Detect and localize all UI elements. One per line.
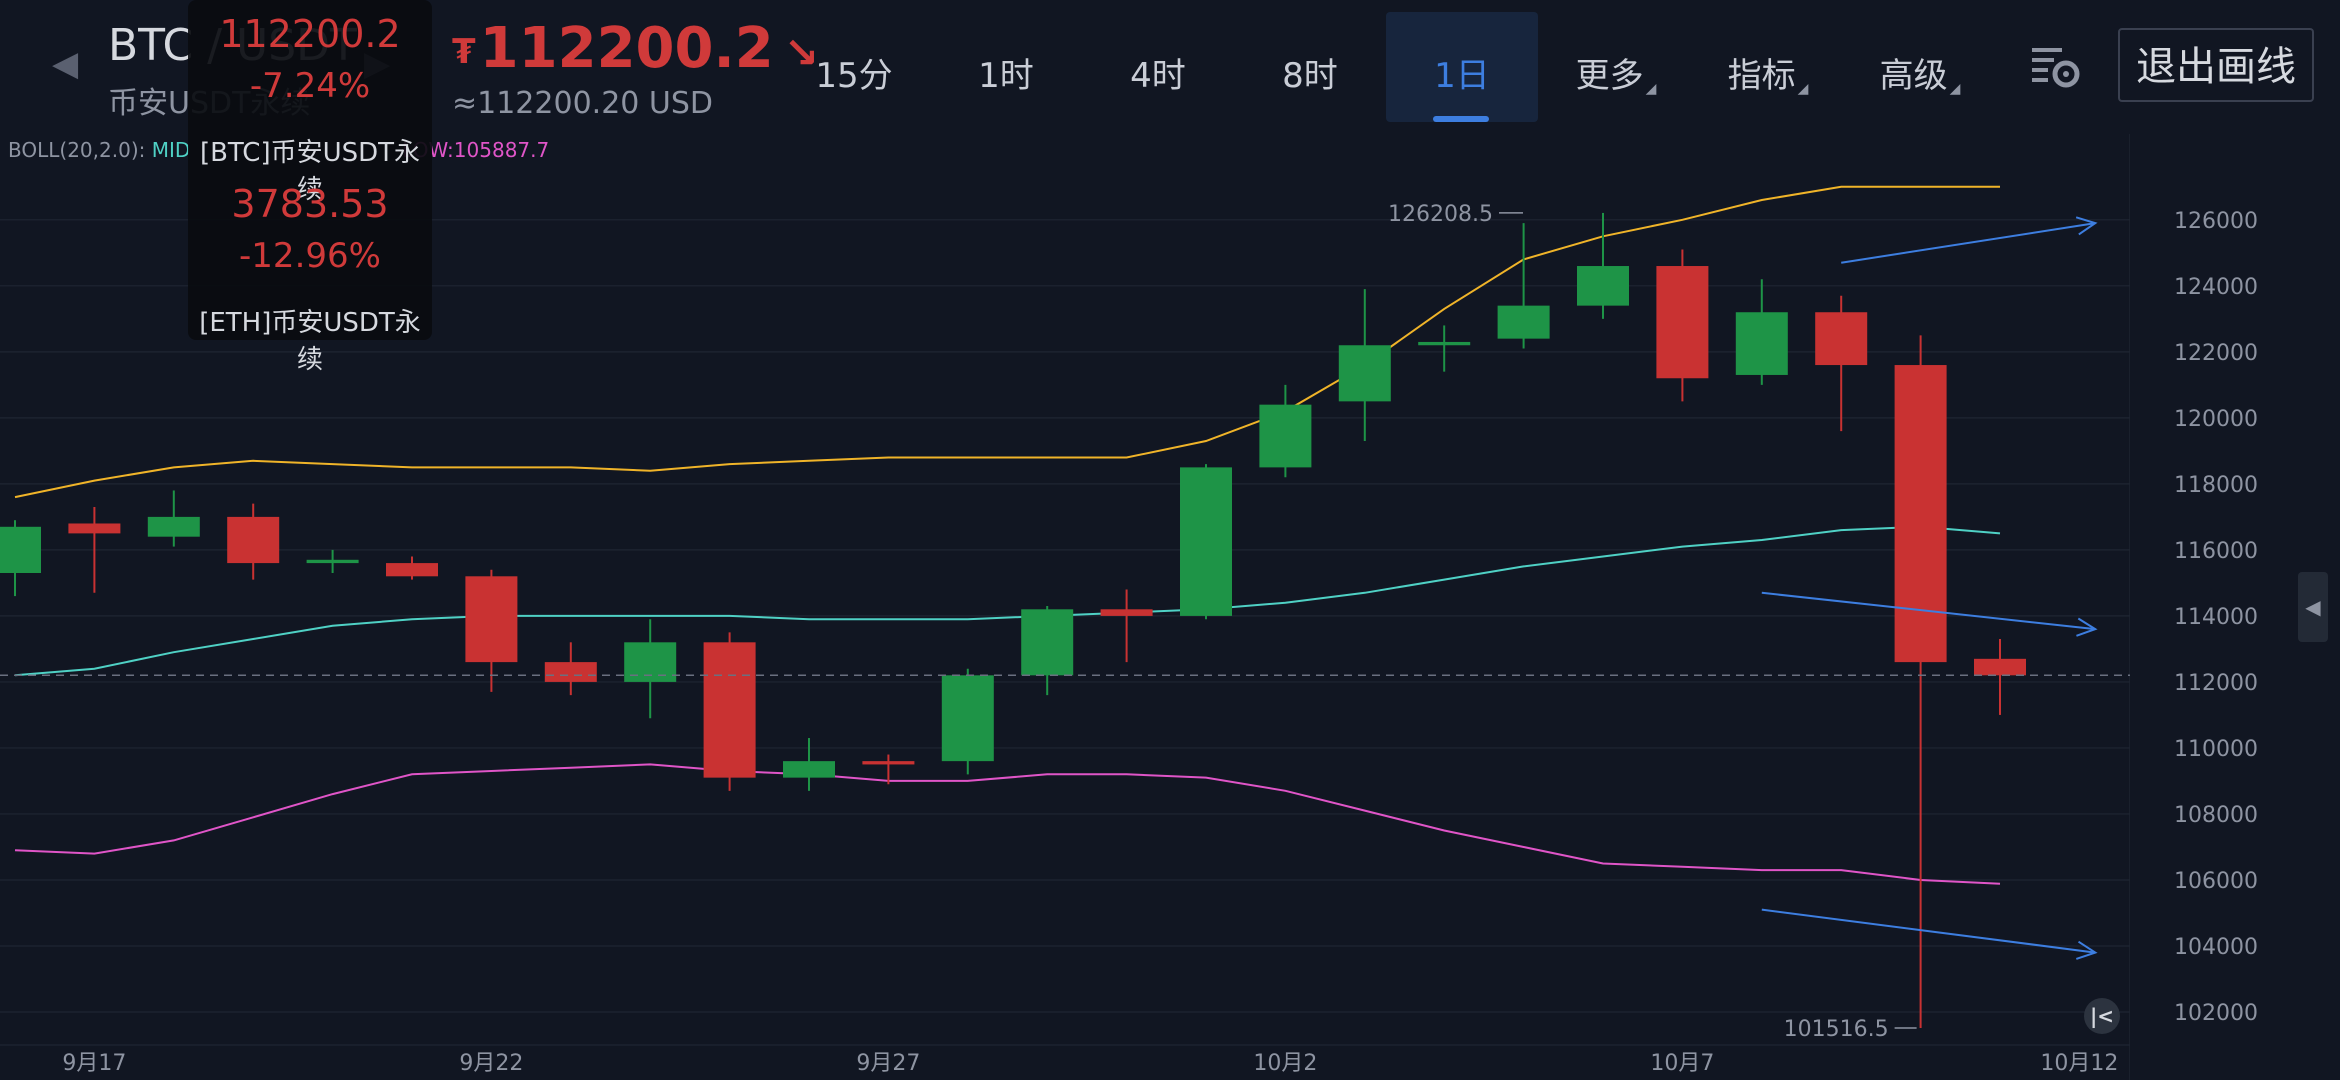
candle-body-up (306, 559, 359, 564)
candles (0, 212, 2026, 1028)
btc-market-name[interactable]: [BTC]币安USDT永续 (199, 138, 421, 205)
candle-body-up (0, 526, 41, 573)
menu-advanced[interactable]: 高级 ◢ (1860, 48, 1980, 97)
tab-8h[interactable]: 8时 (1282, 56, 1338, 96)
trend-arrow-line (1761, 591, 2096, 631)
candle-body-down (465, 576, 518, 663)
eth-market-name[interactable]: [ETH]币安USDT永续 (199, 308, 421, 375)
menu-more-label: 更多 (1575, 56, 1644, 96)
price-tick-label: 126000 (2174, 209, 2258, 234)
high-price-marker: 126208.5 (1388, 202, 1493, 227)
price-tick-label: 104000 (2174, 935, 2258, 960)
price-tick-label: 116000 (2174, 539, 2258, 564)
rewind-to-latest-icon[interactable]: |< (2084, 998, 2120, 1034)
active-tab-underline (1433, 116, 1489, 122)
date-tick-label: 9月27 (856, 1051, 920, 1076)
boll-mid-line (14, 525, 2001, 677)
arrow-head-icon (2076, 617, 2098, 637)
date-axis: 9月17 9月22 9月27 10月2 10月7 10月12 (62, 1051, 2118, 1076)
chart-settings-icon[interactable] (2030, 44, 2082, 92)
arrow-head-icon (2075, 940, 2098, 960)
last-price-value: 112200.2 (479, 16, 774, 81)
candle-body-up (1497, 305, 1550, 339)
boll-prefix: BOLL(20,2.0): (8, 138, 152, 162)
currency-symbol: ₮ (452, 31, 476, 72)
candle-body-up (147, 516, 200, 537)
side-panel-toggle-icon[interactable]: ◀ (2298, 572, 2328, 642)
date-tick-label: 10月12 (2040, 1051, 2118, 1076)
last-price: ₮112200.2 ↘ (452, 16, 819, 81)
trend-arrow-line (1841, 222, 2096, 264)
price-tick-label: 106000 (2174, 869, 2258, 894)
price-tick-label: 120000 (2174, 407, 2258, 432)
candle-body-up (1021, 609, 1074, 676)
candle-body-down (1656, 266, 1709, 379)
candle-body-up (1259, 404, 1312, 468)
price-grid (0, 134, 2340, 1080)
eth-change: -12.96% (239, 236, 381, 276)
trend-arrow-line (1761, 908, 2096, 954)
candle-body-down (227, 516, 280, 564)
exit-drawing-button[interactable]: 退出画线 (2118, 28, 2314, 102)
date-tick-label: 10月7 (1650, 1051, 1714, 1076)
active-timeframe-highlight (1386, 12, 1538, 122)
price-tick-label: 118000 (2174, 473, 2258, 498)
boll-lower-line (14, 763, 2001, 885)
candle-body-up (941, 675, 994, 762)
candle-body-down (862, 761, 915, 765)
menu-indicators[interactable]: 指标 ◢ (1708, 48, 1828, 97)
candle-body-down (1815, 312, 1868, 366)
price-tick-label: 112000 (2174, 671, 2258, 696)
price-tick-label: 102000 (2174, 1001, 2258, 1026)
dropdown-corner-icon: ◢ (1949, 81, 1961, 97)
candle-body-down (1100, 609, 1153, 616)
candle-body-down (703, 642, 756, 778)
menu-advanced-label: 高级 (1879, 56, 1948, 96)
price-axis: 102000 104000 106000 108000 110000 112000 1140… (2130, 134, 2340, 1080)
candle-body-down (1974, 658, 2026, 676)
eth-price: 3783.53 (231, 182, 389, 226)
candle-body-down (68, 523, 121, 534)
btc-change: -7.24% (249, 66, 371, 106)
date-tick-label: 10月2 (1253, 1051, 1317, 1076)
price-tick-label: 122000 (2174, 341, 2258, 366)
price-tick-label: 124000 (2174, 275, 2258, 300)
candle-body-up (1577, 266, 1629, 306)
bollinger-bands (14, 185, 2001, 885)
user-drawings[interactable] (1761, 216, 2098, 960)
tab-1d[interactable]: 1日 (1434, 56, 1490, 96)
date-tick-label: 9月22 (459, 1051, 523, 1076)
boll-upper-line (14, 185, 2000, 499)
pair-compare-popup[interactable]: 112200.2 -7.24% [BTC]币安USDT永续 3783.53 -1… (188, 0, 432, 375)
tab-4h[interactable]: 4时 (1130, 56, 1186, 96)
chevron-left-icon[interactable]: ◀ (52, 44, 79, 84)
candle-body-up (1418, 341, 1471, 346)
btc-price: 112200.2 (219, 12, 401, 56)
candle-body-up (783, 761, 835, 778)
dropdown-corner-icon: ◢ (1645, 81, 1657, 97)
candle-body-up (1180, 467, 1232, 616)
candle-body-up (1338, 345, 1391, 402)
tab-1h[interactable]: 1时 (978, 56, 1034, 96)
price-tick-label: 110000 (2174, 737, 2258, 762)
menu-indicators-label: 指标 (1727, 56, 1796, 96)
dropdown-corner-icon: ◢ (1797, 81, 1809, 97)
down-arrow-icon: ↘ (783, 28, 819, 77)
candle-body-down (386, 563, 438, 577)
menu-more[interactable]: 更多 ◢ (1556, 48, 1676, 97)
candle-body-down (544, 662, 597, 682)
candle-body-up (1735, 312, 1788, 375)
tab-15m[interactable]: 15分 (815, 56, 893, 96)
boll-mid-label: MID (151, 138, 191, 162)
candle-body-down (1894, 365, 1947, 663)
arrow-head-icon (2075, 216, 2098, 236)
price-tick-label: 108000 (2174, 803, 2258, 828)
date-tick-label: 9月17 (62, 1051, 126, 1076)
price-tick-label: 114000 (2174, 605, 2258, 630)
low-price-marker: 101516.5 (1784, 1017, 1889, 1042)
fiat-price: ≈112200.20 USD (452, 86, 714, 121)
